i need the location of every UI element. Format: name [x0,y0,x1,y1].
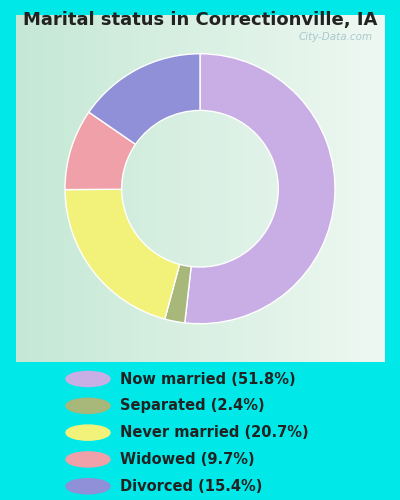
Wedge shape [89,54,200,144]
Circle shape [66,478,110,494]
Text: Now married (51.8%): Now married (51.8%) [120,372,296,386]
Wedge shape [65,189,180,319]
Text: City-Data.com: City-Data.com [299,32,373,42]
Circle shape [66,452,110,467]
Circle shape [66,372,110,386]
Text: Divorced (15.4%): Divorced (15.4%) [120,479,262,494]
Wedge shape [165,264,191,323]
Circle shape [66,425,110,440]
Wedge shape [65,112,136,190]
Text: Never married (20.7%): Never married (20.7%) [120,425,309,440]
Text: Marital status in Correctionville, IA: Marital status in Correctionville, IA [23,11,377,29]
Circle shape [66,398,110,413]
Text: Separated (2.4%): Separated (2.4%) [120,398,265,413]
Wedge shape [185,54,335,324]
Text: Widowed (9.7%): Widowed (9.7%) [120,452,255,467]
